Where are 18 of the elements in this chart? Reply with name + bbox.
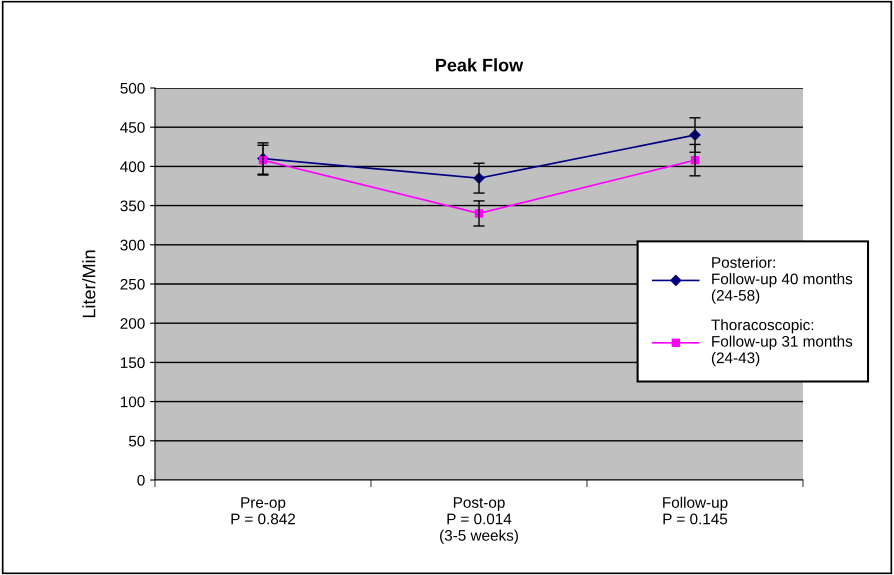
legend-label: Thoracoscopic: Follow-up 31 months (24-43) xyxy=(711,319,852,366)
y-tick-label: 350 xyxy=(120,200,145,212)
y-tick-label: 500 xyxy=(120,82,145,94)
y-tick-label: 250 xyxy=(120,278,145,290)
y-axis-title: Liter/Min xyxy=(82,250,96,318)
y-tick-label: 200 xyxy=(120,318,145,329)
x-tick-label: Follow-up P = 0.145 xyxy=(663,496,728,524)
legend-label: Posterior: Follow-up 40 months (24-58) xyxy=(712,256,852,304)
y-tick-label: 150 xyxy=(120,357,145,368)
x-tick-label: Pre-op P = 0.842 xyxy=(231,497,296,524)
y-tick-label: 100 xyxy=(120,396,145,408)
y-tick-label: 300 xyxy=(120,240,145,250)
y-tick-label: 0 xyxy=(137,474,145,486)
y-tick-label: 450 xyxy=(120,122,145,133)
chart-title: Peak Flow xyxy=(436,58,524,72)
y-tick-label: 400 xyxy=(120,161,145,172)
x-tick-label: Post-op P = 0.014 (3-5 weeks) xyxy=(440,497,518,544)
y-tick-label: 50 xyxy=(128,436,145,446)
